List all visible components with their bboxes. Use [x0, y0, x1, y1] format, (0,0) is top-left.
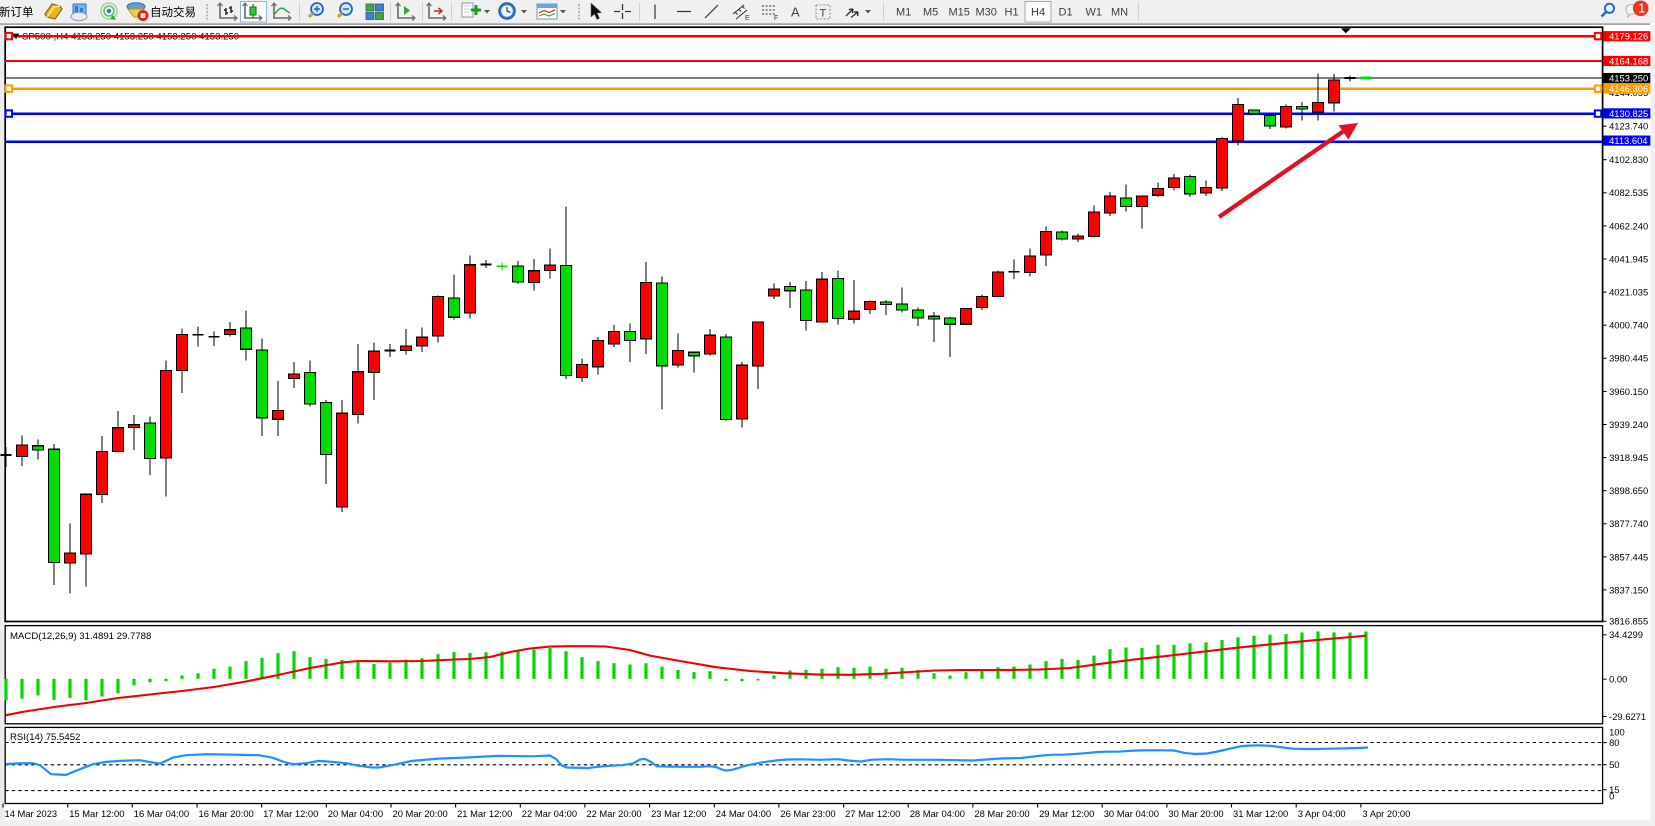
svg-text:3 Apr 20:00: 3 Apr 20:00: [1362, 808, 1410, 819]
svg-text:4041.945: 4041.945: [1609, 253, 1648, 264]
svg-text:26 Mar 23:00: 26 Mar 23:00: [780, 808, 835, 819]
svg-text:4146.306: 4146.306: [1609, 83, 1648, 94]
svg-text:自动交易: 自动交易: [150, 5, 196, 19]
svg-text:M5: M5: [923, 7, 938, 19]
svg-text:15 Mar 12:00: 15 Mar 12:00: [69, 808, 124, 819]
svg-text:30 Mar 04:00: 30 Mar 04:00: [1104, 808, 1159, 819]
svg-text:M30: M30: [976, 7, 997, 19]
svg-text:16 Mar 04:00: 16 Mar 04:00: [134, 808, 189, 819]
svg-text:22 Mar 04:00: 22 Mar 04:00: [522, 808, 577, 819]
svg-text:4000.740: 4000.740: [1609, 320, 1648, 331]
svg-text:4164.168: 4164.168: [1609, 56, 1648, 67]
svg-text:1: 1: [1638, 2, 1645, 16]
svg-text:4102.830: 4102.830: [1609, 154, 1648, 165]
svg-text:50: 50: [1609, 759, 1619, 770]
svg-text:4130.825: 4130.825: [1609, 108, 1648, 119]
svg-text:100: 100: [1609, 727, 1625, 738]
svg-text:22 Mar 20:00: 22 Mar 20:00: [586, 808, 641, 819]
svg-text:3816.855: 3816.855: [1609, 616, 1648, 627]
svg-text:17 Mar 12:00: 17 Mar 12:00: [263, 808, 318, 819]
svg-text:4179.126: 4179.126: [1609, 31, 1648, 42]
svg-text:RSI(14) 75.5452: RSI(14) 75.5452: [10, 732, 80, 743]
svg-text:20 Mar 04:00: 20 Mar 04:00: [328, 808, 383, 819]
svg-text:24 Mar 04:00: 24 Mar 04:00: [716, 808, 771, 819]
svg-text:28 Mar 20:00: 28 Mar 20:00: [974, 808, 1029, 819]
svg-text:H1: H1: [1005, 7, 1019, 19]
svg-text:15: 15: [1609, 784, 1619, 795]
svg-text:4153.250: 4153.250: [1609, 73, 1648, 84]
svg-text:MACD(12,26,9) 31.4891 29.7788: MACD(12,26,9) 31.4891 29.7788: [10, 631, 151, 642]
svg-text:31 Mar 12:00: 31 Mar 12:00: [1233, 808, 1288, 819]
svg-text:3837.150: 3837.150: [1609, 584, 1648, 595]
svg-text:3960.150: 3960.150: [1609, 386, 1648, 397]
svg-text:3877.740: 3877.740: [1609, 518, 1648, 529]
svg-text:M15: M15: [949, 7, 970, 19]
svg-text:80: 80: [1609, 737, 1619, 748]
svg-text:A: A: [791, 5, 800, 20]
svg-text:20 Mar 20:00: 20 Mar 20:00: [393, 808, 448, 819]
svg-text:M1: M1: [896, 7, 911, 19]
svg-text:14 Mar 2023: 14 Mar 2023: [5, 808, 58, 819]
svg-text:16 Mar 20:00: 16 Mar 20:00: [199, 808, 254, 819]
svg-text:4082.535: 4082.535: [1609, 187, 1648, 198]
svg-text:3857.445: 3857.445: [1609, 551, 1648, 562]
svg-text:H4: H4: [1031, 7, 1045, 19]
svg-text:E: E: [745, 15, 750, 22]
svg-text:新订单: 新订单: [0, 5, 34, 19]
svg-text:4123.740: 4123.740: [1609, 121, 1648, 132]
svg-text:3918.945: 3918.945: [1609, 452, 1648, 463]
svg-text:0: 0: [1609, 791, 1614, 802]
svg-text:3 Apr 04:00: 3 Apr 04:00: [1298, 808, 1346, 819]
svg-text:-29.6271: -29.6271: [1609, 711, 1646, 722]
svg-text:4062.240: 4062.240: [1609, 220, 1648, 231]
svg-text:3980.445: 3980.445: [1609, 353, 1648, 364]
svg-text:23 Mar 12:00: 23 Mar 12:00: [651, 808, 706, 819]
svg-text:29 Mar 12:00: 29 Mar 12:00: [1039, 808, 1094, 819]
svg-text:3939.240: 3939.240: [1609, 419, 1648, 430]
svg-text:MN: MN: [1111, 7, 1128, 19]
svg-text:34.4299: 34.4299: [1609, 629, 1643, 640]
svg-text:4021.035: 4021.035: [1609, 287, 1648, 298]
svg-text:3898.650: 3898.650: [1609, 485, 1648, 496]
svg-text:D1: D1: [1059, 7, 1073, 19]
svg-text:F: F: [774, 15, 778, 22]
svg-text:21 Mar 12:00: 21 Mar 12:00: [457, 808, 512, 819]
svg-text:27 Mar 12:00: 27 Mar 12:00: [845, 808, 900, 819]
svg-text:0.00: 0.00: [1609, 674, 1627, 685]
svg-text:4113.604: 4113.604: [1609, 135, 1647, 146]
svg-text:W1: W1: [1086, 7, 1103, 19]
svg-text:28 Mar 04:00: 28 Mar 04:00: [910, 808, 965, 819]
svg-text:30 Mar 20:00: 30 Mar 20:00: [1168, 808, 1223, 819]
svg-text:T: T: [820, 8, 827, 20]
